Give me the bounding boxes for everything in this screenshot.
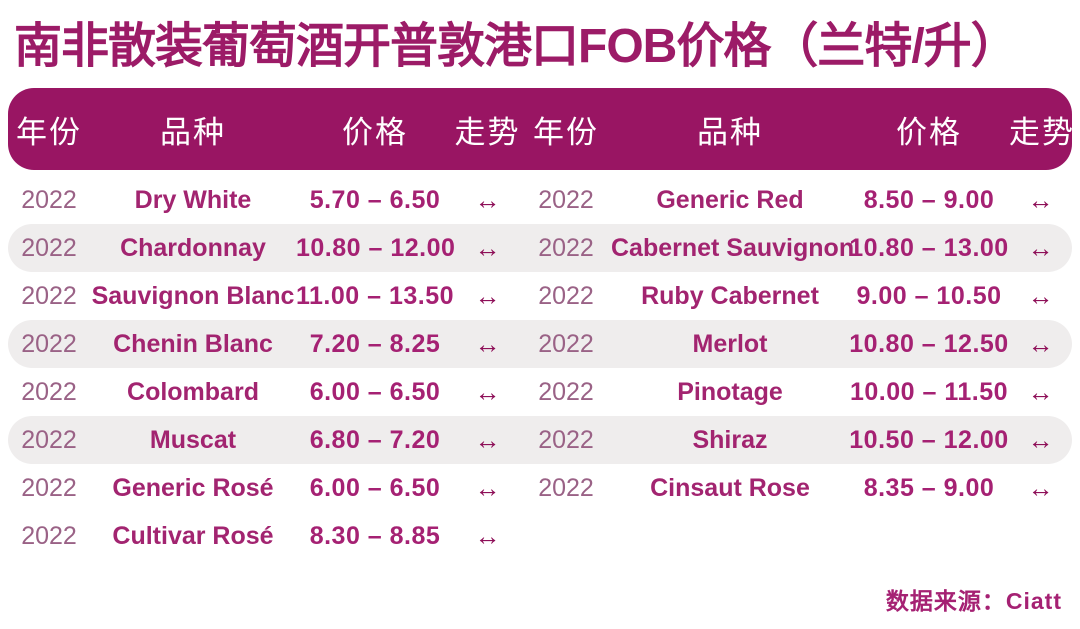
trend-stable-icon: ↔ <box>474 232 501 263</box>
trend-stable-icon: ↔ <box>1027 280 1054 311</box>
year-cell: 2022 <box>538 377 594 406</box>
trend-stable-icon: ↔ <box>474 280 501 311</box>
year-cell: 2022 <box>21 377 77 406</box>
price-cell: 5.70 – 6.50 <box>309 185 441 214</box>
variety-cell: Colombard <box>127 377 259 406</box>
trend-stable-icon: ↔ <box>1027 328 1054 359</box>
table-row: 2022 Chardonnay 10.80 – 12.00 ↔ 2022 Cab… <box>8 224 1072 272</box>
price-cell: 9.00 – 10.50 <box>856 281 1002 310</box>
price-cell: 10.00 – 11.50 <box>849 377 1009 406</box>
trend-stable-icon: ↔ <box>1027 424 1054 455</box>
trend-stable-icon: ↔ <box>474 472 501 503</box>
variety-cell: Muscat <box>149 425 237 454</box>
price-cell: 11.00 – 13.50 <box>296 281 455 310</box>
year-cell: 2022 <box>21 473 77 502</box>
price-cell: 10.80 – 12.00 <box>296 233 456 262</box>
trend-stable-icon: ↔ <box>1027 232 1054 263</box>
year-cell: 2022 <box>21 233 77 262</box>
trend-stable-icon: ↔ <box>1027 376 1054 407</box>
table-row: 2022 Cultivar Rosé 8.30 – 8.85 ↔ <box>8 512 1072 560</box>
variety-cell: Generic Rosé <box>112 473 274 502</box>
variety-cell: Sauvignon Blanc <box>91 281 295 310</box>
trend-stable-icon: ↔ <box>474 328 501 359</box>
data-source-note: 数据来源：Ciatt <box>885 588 1062 614</box>
year-cell: 2022 <box>21 425 77 454</box>
price-cell: 7.20 – 8.25 <box>309 329 441 358</box>
year-cell: 2022 <box>21 281 77 310</box>
table-row: 2022 Dry White 5.70 – 6.50 ↔ 2022 Generi… <box>8 176 1072 224</box>
table-header: 年份 品种 价格 走势 年份 品种 价格 走势 <box>8 88 1075 170</box>
header-variety-left: 品种 <box>160 114 226 150</box>
variety-cell: Chenin Blanc <box>113 329 273 358</box>
variety-cell: Shiraz <box>692 425 768 454</box>
variety-cell: Dry White <box>134 185 252 214</box>
price-cell: 10.80 – 13.00 <box>849 233 1009 262</box>
variety-cell: Merlot <box>692 329 768 358</box>
trend-stable-icon: ↔ <box>1027 184 1054 215</box>
trend-stable-icon: ↔ <box>474 520 501 551</box>
table-row: 2022 Sauvignon Blanc 11.00 – 13.50 ↔ 202… <box>8 272 1072 320</box>
table-row: 2022 Muscat 6.80 – 7.20 ↔ 2022 Shiraz 10… <box>8 416 1072 464</box>
table-row: 2022 Generic Rosé 6.00 – 6.50 ↔ 2022 Cin… <box>8 464 1072 512</box>
year-cell: 2022 <box>538 473 594 502</box>
trend-stable-icon: ↔ <box>474 424 501 455</box>
page-title: 南非散装葡萄酒开普敦港口FOB价格（兰特/升） <box>14 20 1019 73</box>
price-cell: 6.00 – 6.50 <box>309 377 441 406</box>
price-cell: 6.00 – 6.50 <box>309 473 441 502</box>
year-cell: 2022 <box>538 281 594 310</box>
trend-stable-icon: ↔ <box>474 184 501 215</box>
header-year-left: 年份 <box>16 114 82 150</box>
price-cell: 8.50 – 9.00 <box>863 185 995 214</box>
price-cell: 8.30 – 8.85 <box>309 521 441 550</box>
variety-cell: Cinsaut Rose <box>650 473 810 502</box>
year-cell: 2022 <box>21 185 77 214</box>
header-variety-right: 品种 <box>697 114 763 150</box>
table-row: 2022 Colombard 6.00 – 6.50 ↔ 2022 Pinota… <box>8 368 1072 416</box>
variety-cell: Ruby Cabernet <box>641 281 819 310</box>
header-trend-left: 走势 <box>454 114 521 150</box>
variety-cell: Cultivar Rosé <box>112 521 274 550</box>
header-trend-right: 走势 <box>1009 114 1075 150</box>
variety-cell: Chardonnay <box>120 233 266 262</box>
price-cell: 10.80 – 12.50 <box>849 329 1009 358</box>
year-cell: 2022 <box>538 329 594 358</box>
year-cell: 2022 <box>21 329 77 358</box>
price-cell: 10.50 – 12.00 <box>849 425 1009 454</box>
header-year-right: 年份 <box>533 114 599 150</box>
trend-stable-icon: ↔ <box>474 376 501 407</box>
price-cell: 8.35 – 9.00 <box>863 473 995 502</box>
table-row: 2022 Chenin Blanc 7.20 – 8.25 ↔ 2022 Mer… <box>8 320 1072 368</box>
year-cell: 2022 <box>538 233 594 262</box>
variety-cell: Generic Red <box>656 185 804 214</box>
header-price-left: 价格 <box>342 114 408 150</box>
trend-stable-icon: ↔ <box>1027 472 1054 503</box>
year-cell: 2022 <box>21 521 77 550</box>
year-cell: 2022 <box>538 185 594 214</box>
table-body: 2022 Dry White 5.70 – 6.50 ↔ 2022 Generi… <box>0 176 1080 560</box>
header-price-right: 价格 <box>896 114 962 150</box>
variety-cell: Pinotage <box>677 377 783 406</box>
variety-cell: Cabernet Sauvignon <box>611 233 855 262</box>
price-cell: 6.80 – 7.20 <box>309 425 441 454</box>
year-cell: 2022 <box>538 425 594 454</box>
